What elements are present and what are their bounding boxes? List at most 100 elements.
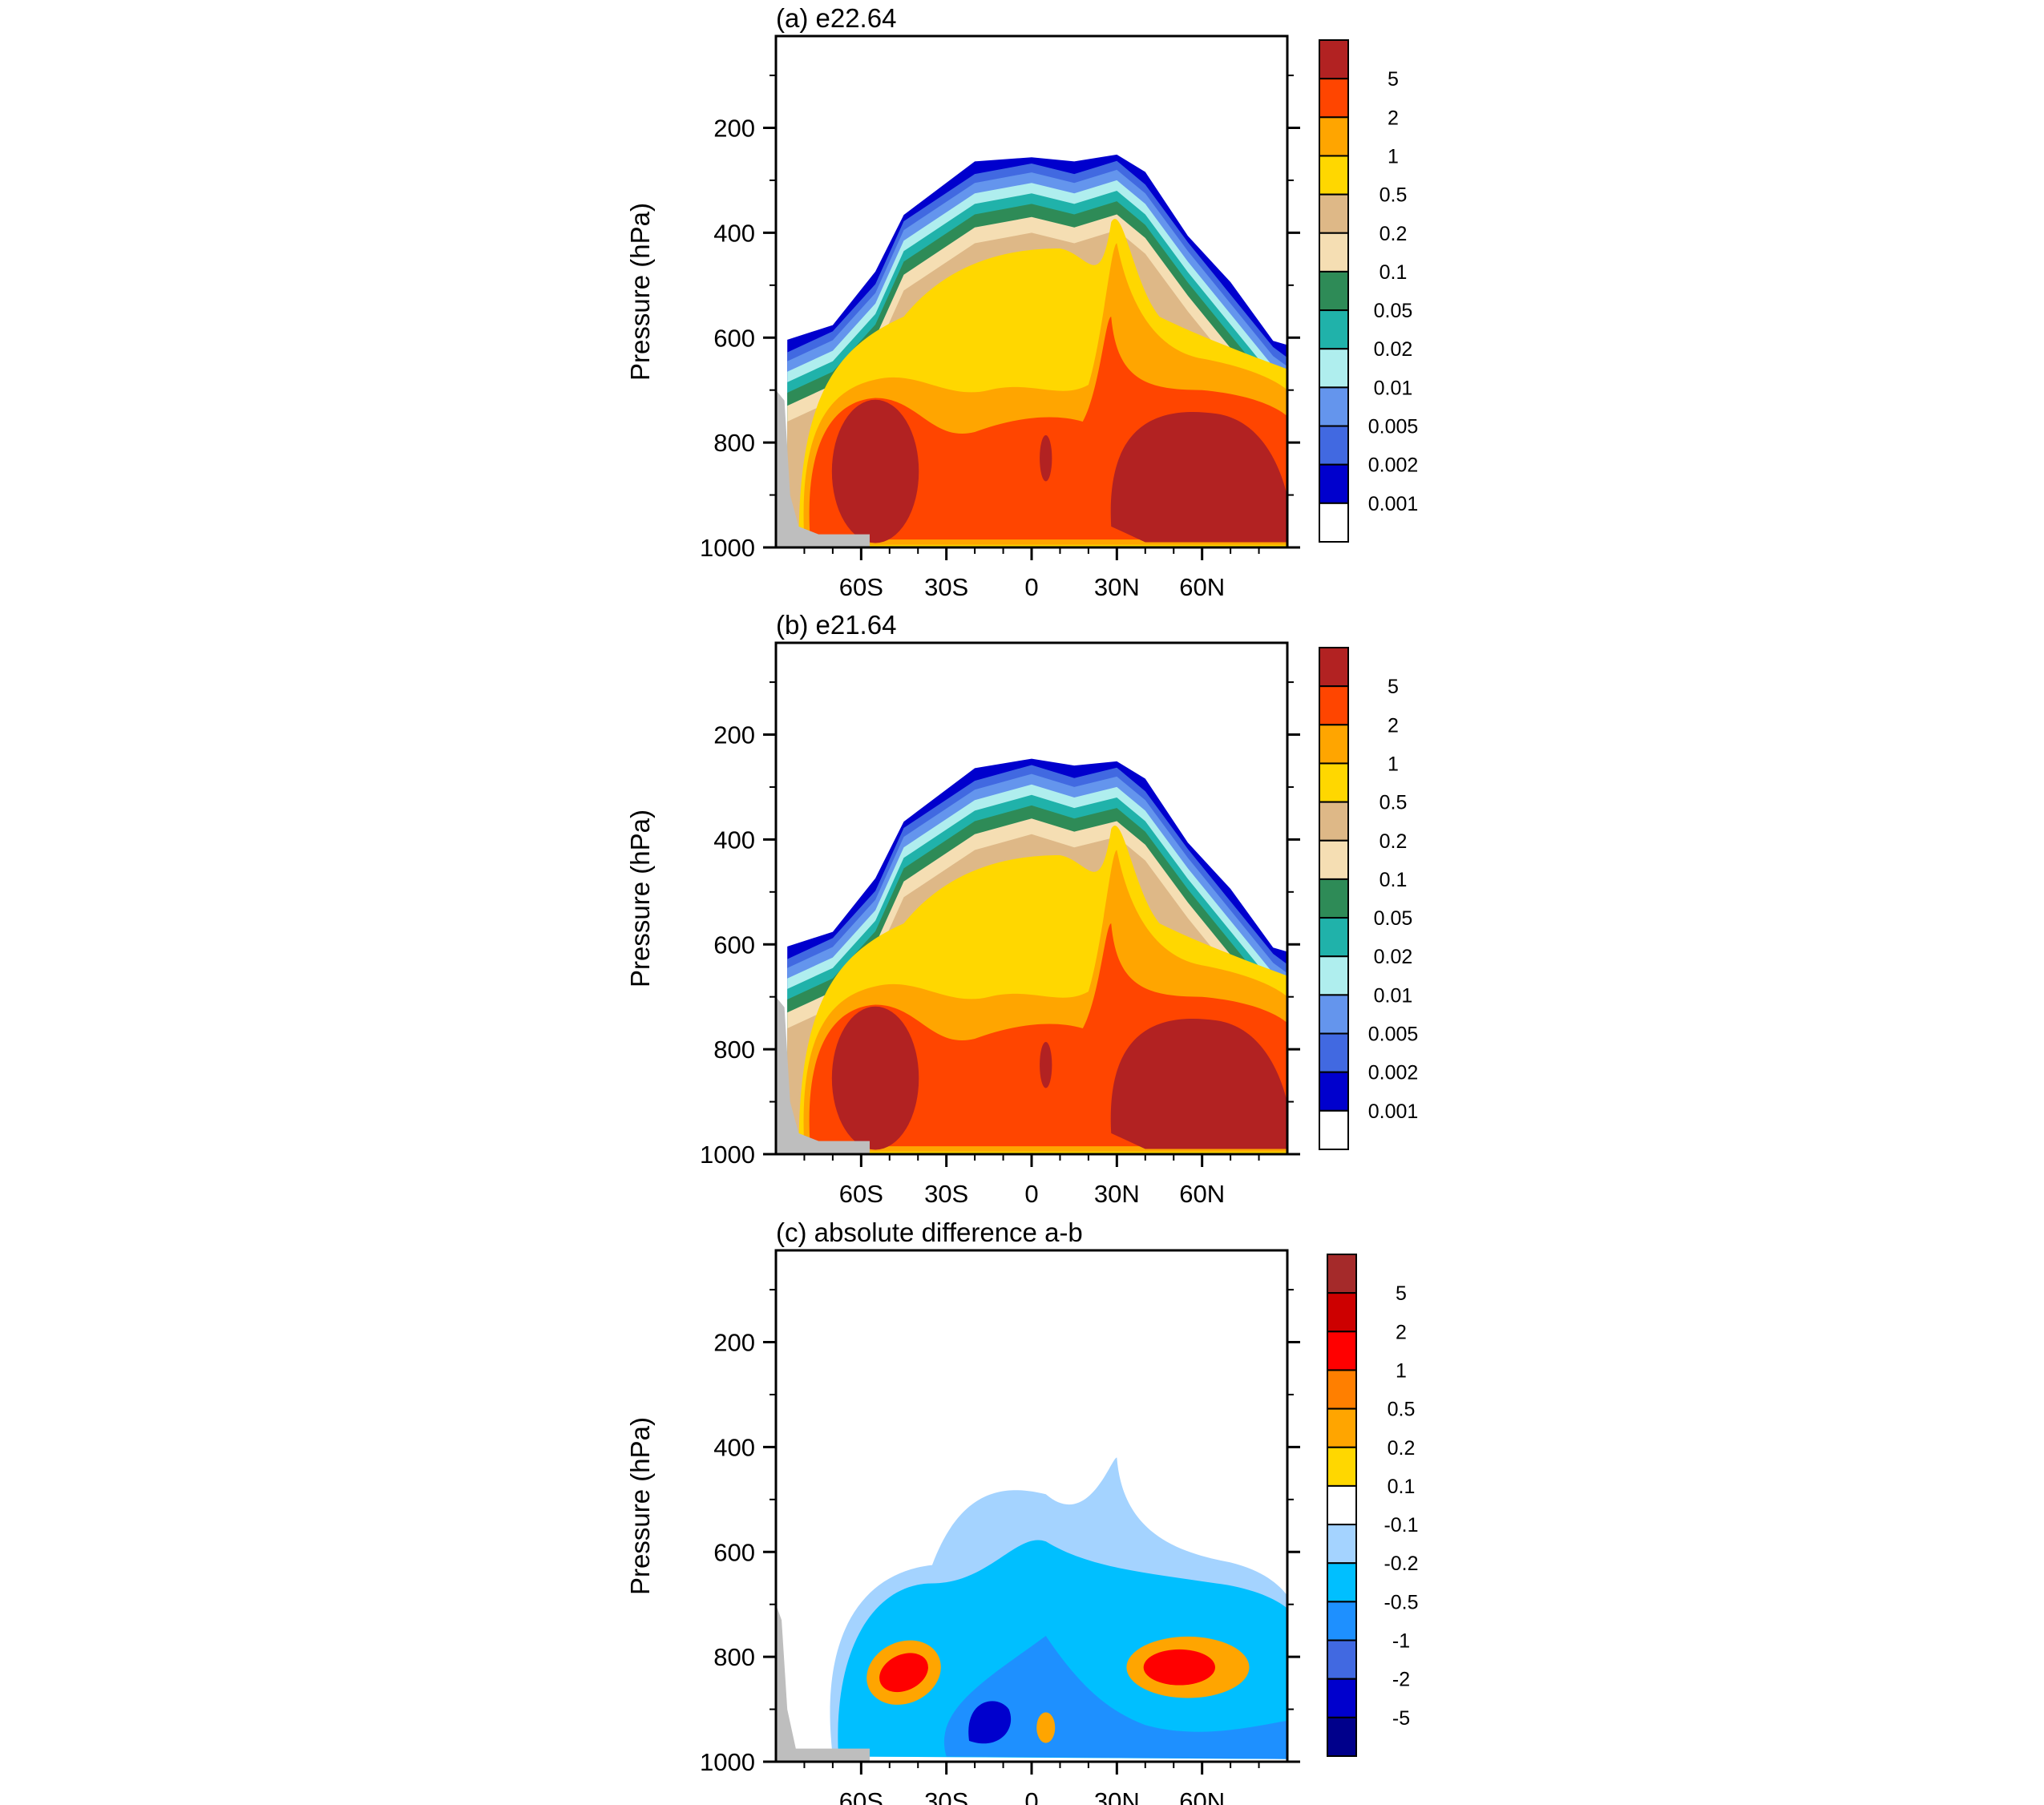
colorbar-label: 5 — [1388, 676, 1399, 698]
x-tick-label: 30N — [1094, 1180, 1140, 1208]
panel-title: (c) absolute difference a-b — [776, 1217, 1083, 1247]
colorbar-label: 0.005 — [1368, 416, 1419, 438]
pos-anom-sh-inner — [879, 1653, 928, 1693]
colorbar-label: 0.005 — [1368, 1024, 1419, 1046]
colorbar-box — [1319, 1032, 1349, 1073]
colorbar-label: 0.2 — [1379, 223, 1408, 245]
y-axis-label: Pressure (hPa) — [625, 203, 655, 381]
colorbar-box — [1319, 309, 1349, 350]
x-tick-label: 30S — [924, 1787, 968, 1805]
colorbar-label: 1 — [1396, 1359, 1407, 1382]
panel-title: (a) e22.64 — [776, 3, 896, 33]
colorbar-box — [1319, 463, 1349, 504]
x-tick-label: 30S — [924, 1180, 968, 1208]
x-tick-label: 60N — [1179, 1180, 1225, 1208]
y-axis-label: Pressure (hPa) — [625, 1417, 655, 1595]
panel-1: (a) e22.64 200 400 600 800 1000 60S 30S 0 30N 60N P… — [625, 3, 1418, 601]
colorbar-box — [1319, 955, 1349, 996]
colorbar-box — [1327, 1484, 1357, 1526]
colorbar-label: 0.5 — [1388, 1399, 1416, 1421]
y-tick-label: 600 — [713, 1538, 755, 1566]
colorbar-label: 1 — [1388, 753, 1399, 775]
colorbar-box — [1319, 994, 1349, 1035]
colorbar-label: 5 — [1388, 68, 1399, 91]
colorbar-box — [1319, 78, 1349, 119]
colorbar-label: 0.05 — [1374, 907, 1413, 930]
max-region-sh — [831, 399, 919, 543]
colorbar-label: -0.5 — [1384, 1591, 1418, 1613]
colorbar-label: 0.001 — [1368, 493, 1419, 515]
panel-3: (c) absolute difference a-b 200 400 600 800 1… — [625, 1217, 1419, 1805]
colorbar-box — [1319, 232, 1349, 273]
colorbar-box — [1327, 1678, 1357, 1718]
colorbar-box — [1327, 1446, 1357, 1487]
max-region-sh — [831, 1006, 919, 1150]
colorbar-label: 2 — [1388, 107, 1399, 129]
colorbar-box — [1327, 1254, 1357, 1294]
colorbar-box — [1319, 425, 1349, 466]
colorbar-box — [1319, 348, 1349, 389]
x-tick-label: 60N — [1179, 1787, 1225, 1805]
y-tick-label: 800 — [713, 429, 755, 457]
colorbar-label: 0.5 — [1379, 184, 1408, 207]
colorbar-box — [1319, 193, 1349, 234]
colorbar-box — [1319, 724, 1349, 765]
colorbar-box — [1319, 116, 1349, 157]
colorbar-label: 0.1 — [1379, 261, 1408, 284]
colorbar-label: 2 — [1388, 714, 1399, 737]
colorbar-label: 0.002 — [1368, 1062, 1419, 1084]
topography — [776, 390, 870, 547]
colorbar-box — [1327, 1562, 1357, 1603]
y-tick-label: 400 — [713, 1433, 755, 1461]
max-region-eq — [1040, 1042, 1052, 1088]
x-tick-label: 30N — [1094, 573, 1140, 601]
colorbar-box — [1327, 1407, 1357, 1448]
colorbar-box — [1327, 1716, 1357, 1758]
colorbar-box — [1319, 39, 1349, 80]
colorbar-box — [1327, 1601, 1357, 1641]
colorbar-label: -0.1 — [1384, 1514, 1418, 1536]
x-tick-label: 60N — [1179, 573, 1225, 601]
colorbar-label: 0.01 — [1374, 377, 1413, 399]
colorbar-box — [1319, 839, 1349, 880]
y-tick-label: 600 — [713, 931, 755, 959]
colorbar-label: 0.5 — [1379, 792, 1408, 814]
colorbar-label: -1 — [1392, 1630, 1410, 1653]
colorbar-label: 0.2 — [1379, 830, 1408, 853]
colorbar-box — [1319, 155, 1349, 196]
colorbar-box — [1319, 1109, 1349, 1151]
colorbar-label: 0.001 — [1368, 1100, 1419, 1123]
colorbar-box — [1327, 1331, 1357, 1371]
colorbar-box — [1319, 647, 1349, 688]
y-tick-label: 200 — [713, 721, 755, 749]
colorbar-box — [1319, 685, 1349, 726]
y-tick-label: 200 — [713, 115, 755, 143]
max-region-nh — [1110, 412, 1287, 543]
colorbar-box — [1319, 801, 1349, 842]
colorbar-label: -2 — [1392, 1669, 1410, 1691]
panel-2: (b) e21.64 200 400 600 800 1000 60S 30S 0 30N 60N P… — [625, 610, 1418, 1208]
colorbar-label: 0.05 — [1374, 300, 1413, 322]
max-region-nh — [1110, 1019, 1287, 1149]
x-tick-label: 60S — [839, 573, 883, 601]
diff-region-3 — [968, 1701, 1012, 1744]
colorbar-label: 0.01 — [1374, 984, 1413, 1007]
colorbar-box — [1319, 386, 1349, 427]
x-tick-label: 30S — [924, 573, 968, 601]
x-tick-label: 60S — [839, 1787, 883, 1805]
colorbar-label: -5 — [1392, 1707, 1410, 1730]
colorbar-label: 0.1 — [1388, 1476, 1416, 1498]
colorbar-label: 1 — [1388, 145, 1399, 168]
pos-anom-nh-inner — [1143, 1649, 1215, 1686]
y-tick-label: 600 — [713, 324, 755, 352]
x-tick-label: 60S — [839, 1180, 883, 1208]
x-tick-label: 30N — [1094, 1787, 1140, 1805]
colorbar-label: 5 — [1396, 1282, 1407, 1305]
y-tick-label: 1000 — [700, 1141, 755, 1169]
colorbar-label: 0.02 — [1374, 338, 1413, 361]
colorbar-box — [1319, 1071, 1349, 1112]
x-tick-label: 0 — [1024, 1787, 1038, 1805]
y-tick-label: 800 — [713, 1643, 755, 1671]
colorbar-box — [1327, 1369, 1357, 1410]
